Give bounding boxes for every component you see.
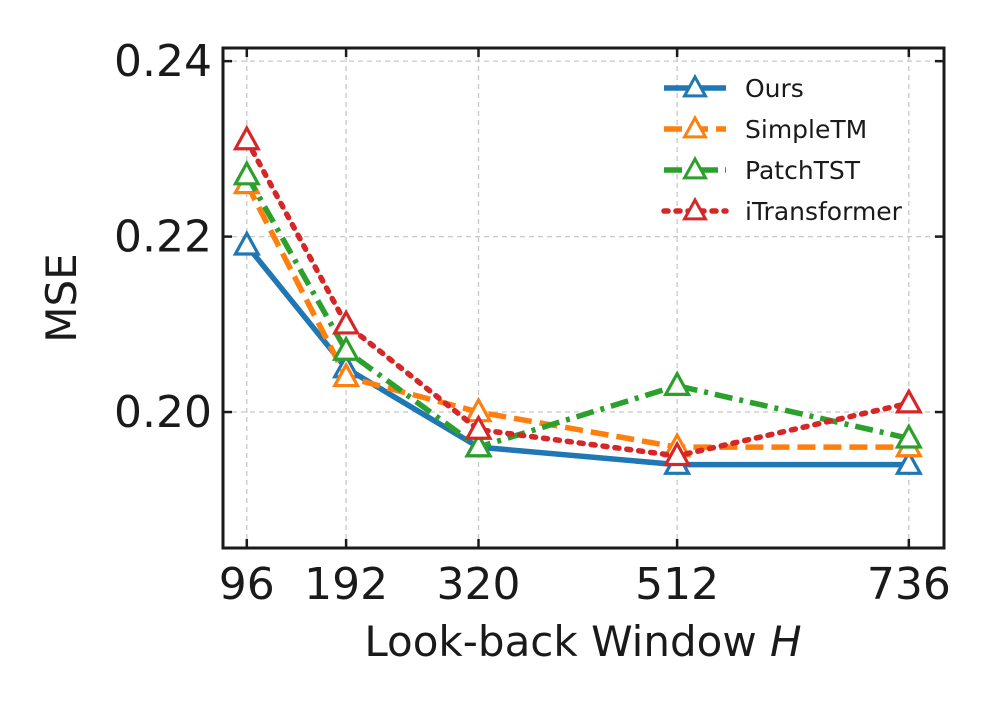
x-axis-label-space bbox=[757, 617, 770, 666]
legend-entry: SimpleTM bbox=[664, 114, 867, 144]
x-axis-label: Look-back Window H bbox=[364, 617, 801, 666]
x-tick-label: 320 bbox=[437, 559, 521, 610]
x-axis-label-text: Look-back Window bbox=[364, 617, 756, 666]
y-axis-label: MSE bbox=[37, 253, 86, 342]
data-point-marker bbox=[232, 159, 261, 186]
legend-marker bbox=[682, 114, 708, 139]
data-point-marker bbox=[663, 370, 692, 396]
y-tick-label: 0.22 bbox=[114, 212, 212, 263]
y-tick-label: 0.24 bbox=[114, 36, 212, 87]
legend-label: PatchTST bbox=[745, 156, 861, 185]
data-point-marker bbox=[331, 335, 361, 361]
legend: Ours SimpleTM PatchTST iTransformer bbox=[661, 73, 903, 226]
x-tick-label: 192 bbox=[304, 559, 388, 610]
plot-frame bbox=[221, 46, 946, 550]
legend-marker bbox=[682, 155, 708, 180]
data-point-marker bbox=[894, 387, 923, 414]
y-tick-label: 0.20 bbox=[114, 387, 212, 438]
legend-label: Ours bbox=[745, 74, 804, 103]
ticks bbox=[223, 48, 944, 548]
legend-entry: PatchTST bbox=[664, 155, 861, 185]
legend-entry: Ours bbox=[664, 73, 804, 103]
data-point-marker bbox=[232, 124, 261, 151]
series-patchtst bbox=[232, 159, 923, 458]
data-point-marker bbox=[894, 449, 923, 475]
x-axis-label-variable: H bbox=[770, 617, 802, 666]
series-layer bbox=[232, 124, 923, 475]
data-point-marker bbox=[464, 414, 493, 440]
x-tick-label: 512 bbox=[635, 559, 719, 610]
x-tick-label: 96 bbox=[219, 559, 275, 610]
legend-marker bbox=[682, 73, 708, 98]
data-point-marker bbox=[331, 309, 361, 335]
data-point-marker bbox=[232, 230, 261, 256]
x-tick-label: 736 bbox=[867, 559, 951, 610]
tick-labels: 96 192 320 512 736 0.20 0.22 0.24 bbox=[114, 36, 951, 610]
legend-label: SimpleTM bbox=[745, 115, 867, 144]
legend-entry: iTransformer bbox=[661, 196, 903, 226]
data-point-marker bbox=[464, 431, 493, 458]
legend-marker bbox=[682, 196, 708, 221]
legend-label: iTransformer bbox=[745, 197, 903, 226]
series-itransformer bbox=[232, 124, 923, 467]
data-point-marker bbox=[894, 423, 923, 449]
data-point-marker bbox=[663, 440, 692, 467]
data-point-marker bbox=[331, 361, 361, 388]
